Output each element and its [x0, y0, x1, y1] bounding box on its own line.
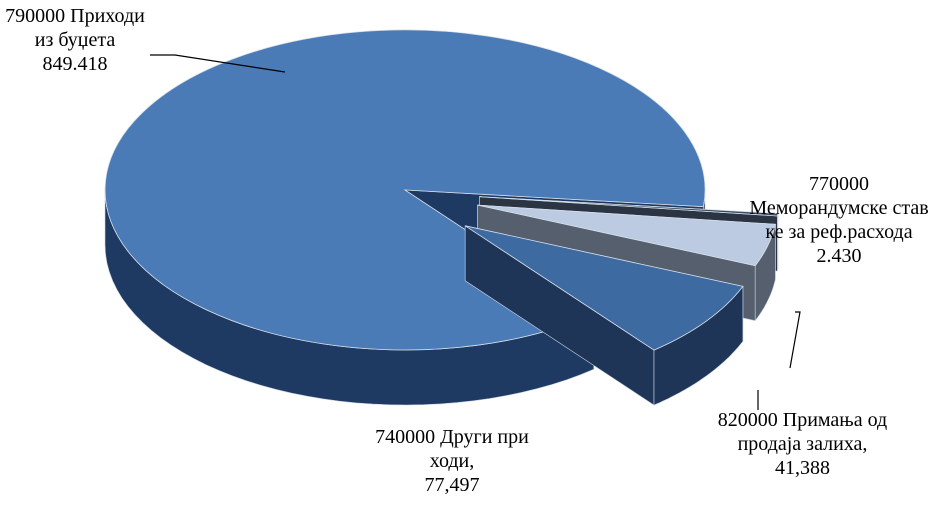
data-label: 820000 Примања од продаја залиха, 41,388: [715, 408, 890, 480]
label-text: 790000 Приходи из буџета: [5, 5, 145, 51]
label-text: 740000 Други приходи,: [375, 426, 529, 472]
label-text: 849.418: [42, 53, 108, 75]
slice: [104, 29, 706, 351]
label-text: Меморандумске ставке за реф.расхода: [749, 197, 929, 243]
slice: [479, 196, 779, 217]
label-text: 77,497: [424, 474, 480, 496]
slice: [464, 225, 744, 351]
label-text: 2.430: [816, 245, 862, 267]
label-text: 770000: [809, 173, 869, 195]
label-text: 41,388: [775, 457, 830, 479]
data-label: 790000 Приходи из буџета 849.418: [0, 4, 150, 76]
label-text: 820000 Примања од продаја залиха,: [717, 409, 888, 455]
data-label: 770000 Меморандумске ставке за реф.расход…: [748, 172, 930, 268]
leader-line: [150, 54, 286, 73]
leader-line: [789, 311, 801, 369]
slice: [477, 204, 776, 267]
data-label: 740000 Други приходи, 77,497: [372, 425, 532, 497]
